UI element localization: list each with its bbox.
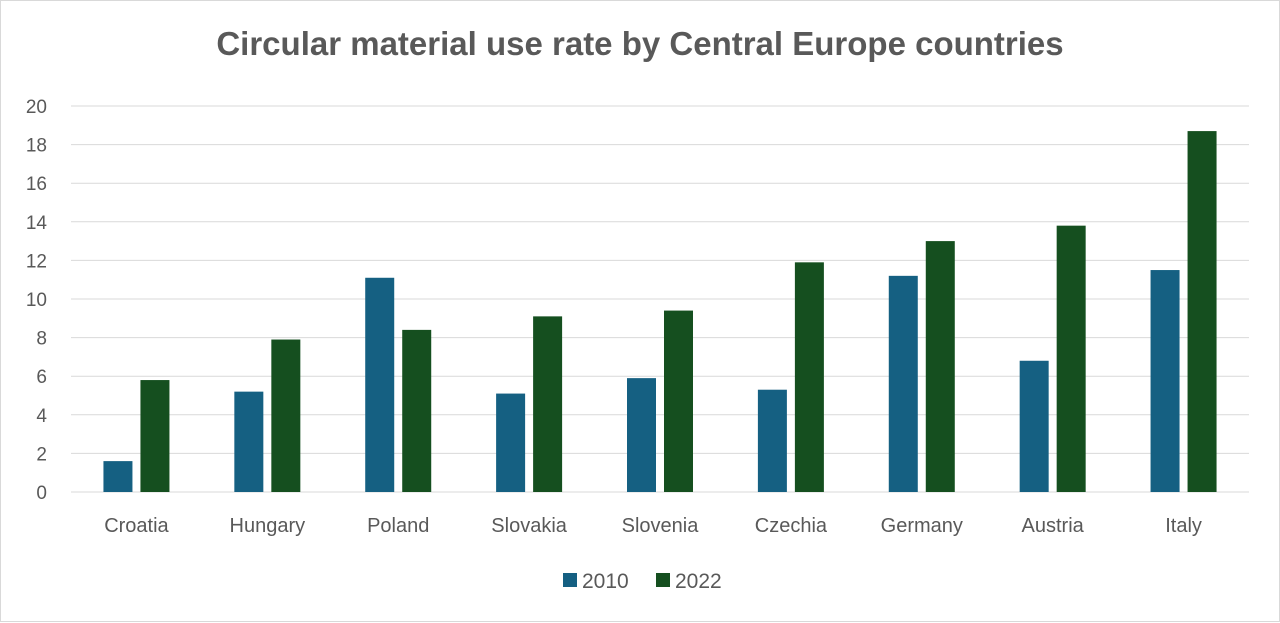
bar-2010-slovakia [496,393,526,492]
y-tick-label: 4 [36,406,47,427]
y-tick-label: 6 [36,367,47,388]
bar-2010-croatia [103,461,133,492]
legend-swatch-2010 [563,573,577,587]
bar-2022-czechia [794,262,824,492]
bar-2022-italy [1187,131,1217,492]
bar-2022-germany [925,241,955,492]
bar-2010-poland [365,277,395,492]
x-tick-label: Czechia [755,515,828,537]
y-tick-label: 8 [36,329,47,350]
bar-2022-slovenia [664,310,693,492]
y-tick-label: 20 [26,97,47,118]
chart-title: Circular material use rate by Central Eu… [216,25,1064,62]
bar-2010-slovenia [627,378,656,492]
y-tick-label: 10 [26,290,47,311]
y-tick-label: 18 [26,136,47,157]
bar-2010-italy [1150,270,1180,492]
bar-2010-austria [1019,360,1049,492]
y-tick-label: 2 [36,444,47,465]
x-tick-label: Slovakia [491,515,567,537]
x-tick-label: Hungary [230,515,306,537]
x-tick-label: Poland [367,515,429,537]
y-tick-label: 16 [26,174,47,195]
bar-2022-croatia [140,380,170,492]
bar-2010-hungary [234,391,264,492]
legend-label: 2022 [675,570,722,593]
bar-2022-slovakia [533,316,563,492]
y-tick-label: 0 [36,483,47,504]
bar-2022-poland [402,329,432,492]
bar-2010-czechia [757,389,787,492]
y-tick-label: 14 [26,213,48,234]
bar-2022-hungary [271,339,301,492]
bar-2022-austria [1056,225,1086,492]
x-tick-label: Croatia [104,515,169,537]
y-tick-label: 12 [26,251,47,272]
legend-label: 2010 [582,570,629,593]
x-tick-label: Germany [881,515,963,537]
x-tick-label: Slovenia [622,515,700,537]
x-tick-label: Austria [1022,515,1085,537]
x-tick-label: Italy [1165,515,1202,537]
bar-2010-germany [888,275,918,492]
legend-swatch-2022 [656,573,670,587]
